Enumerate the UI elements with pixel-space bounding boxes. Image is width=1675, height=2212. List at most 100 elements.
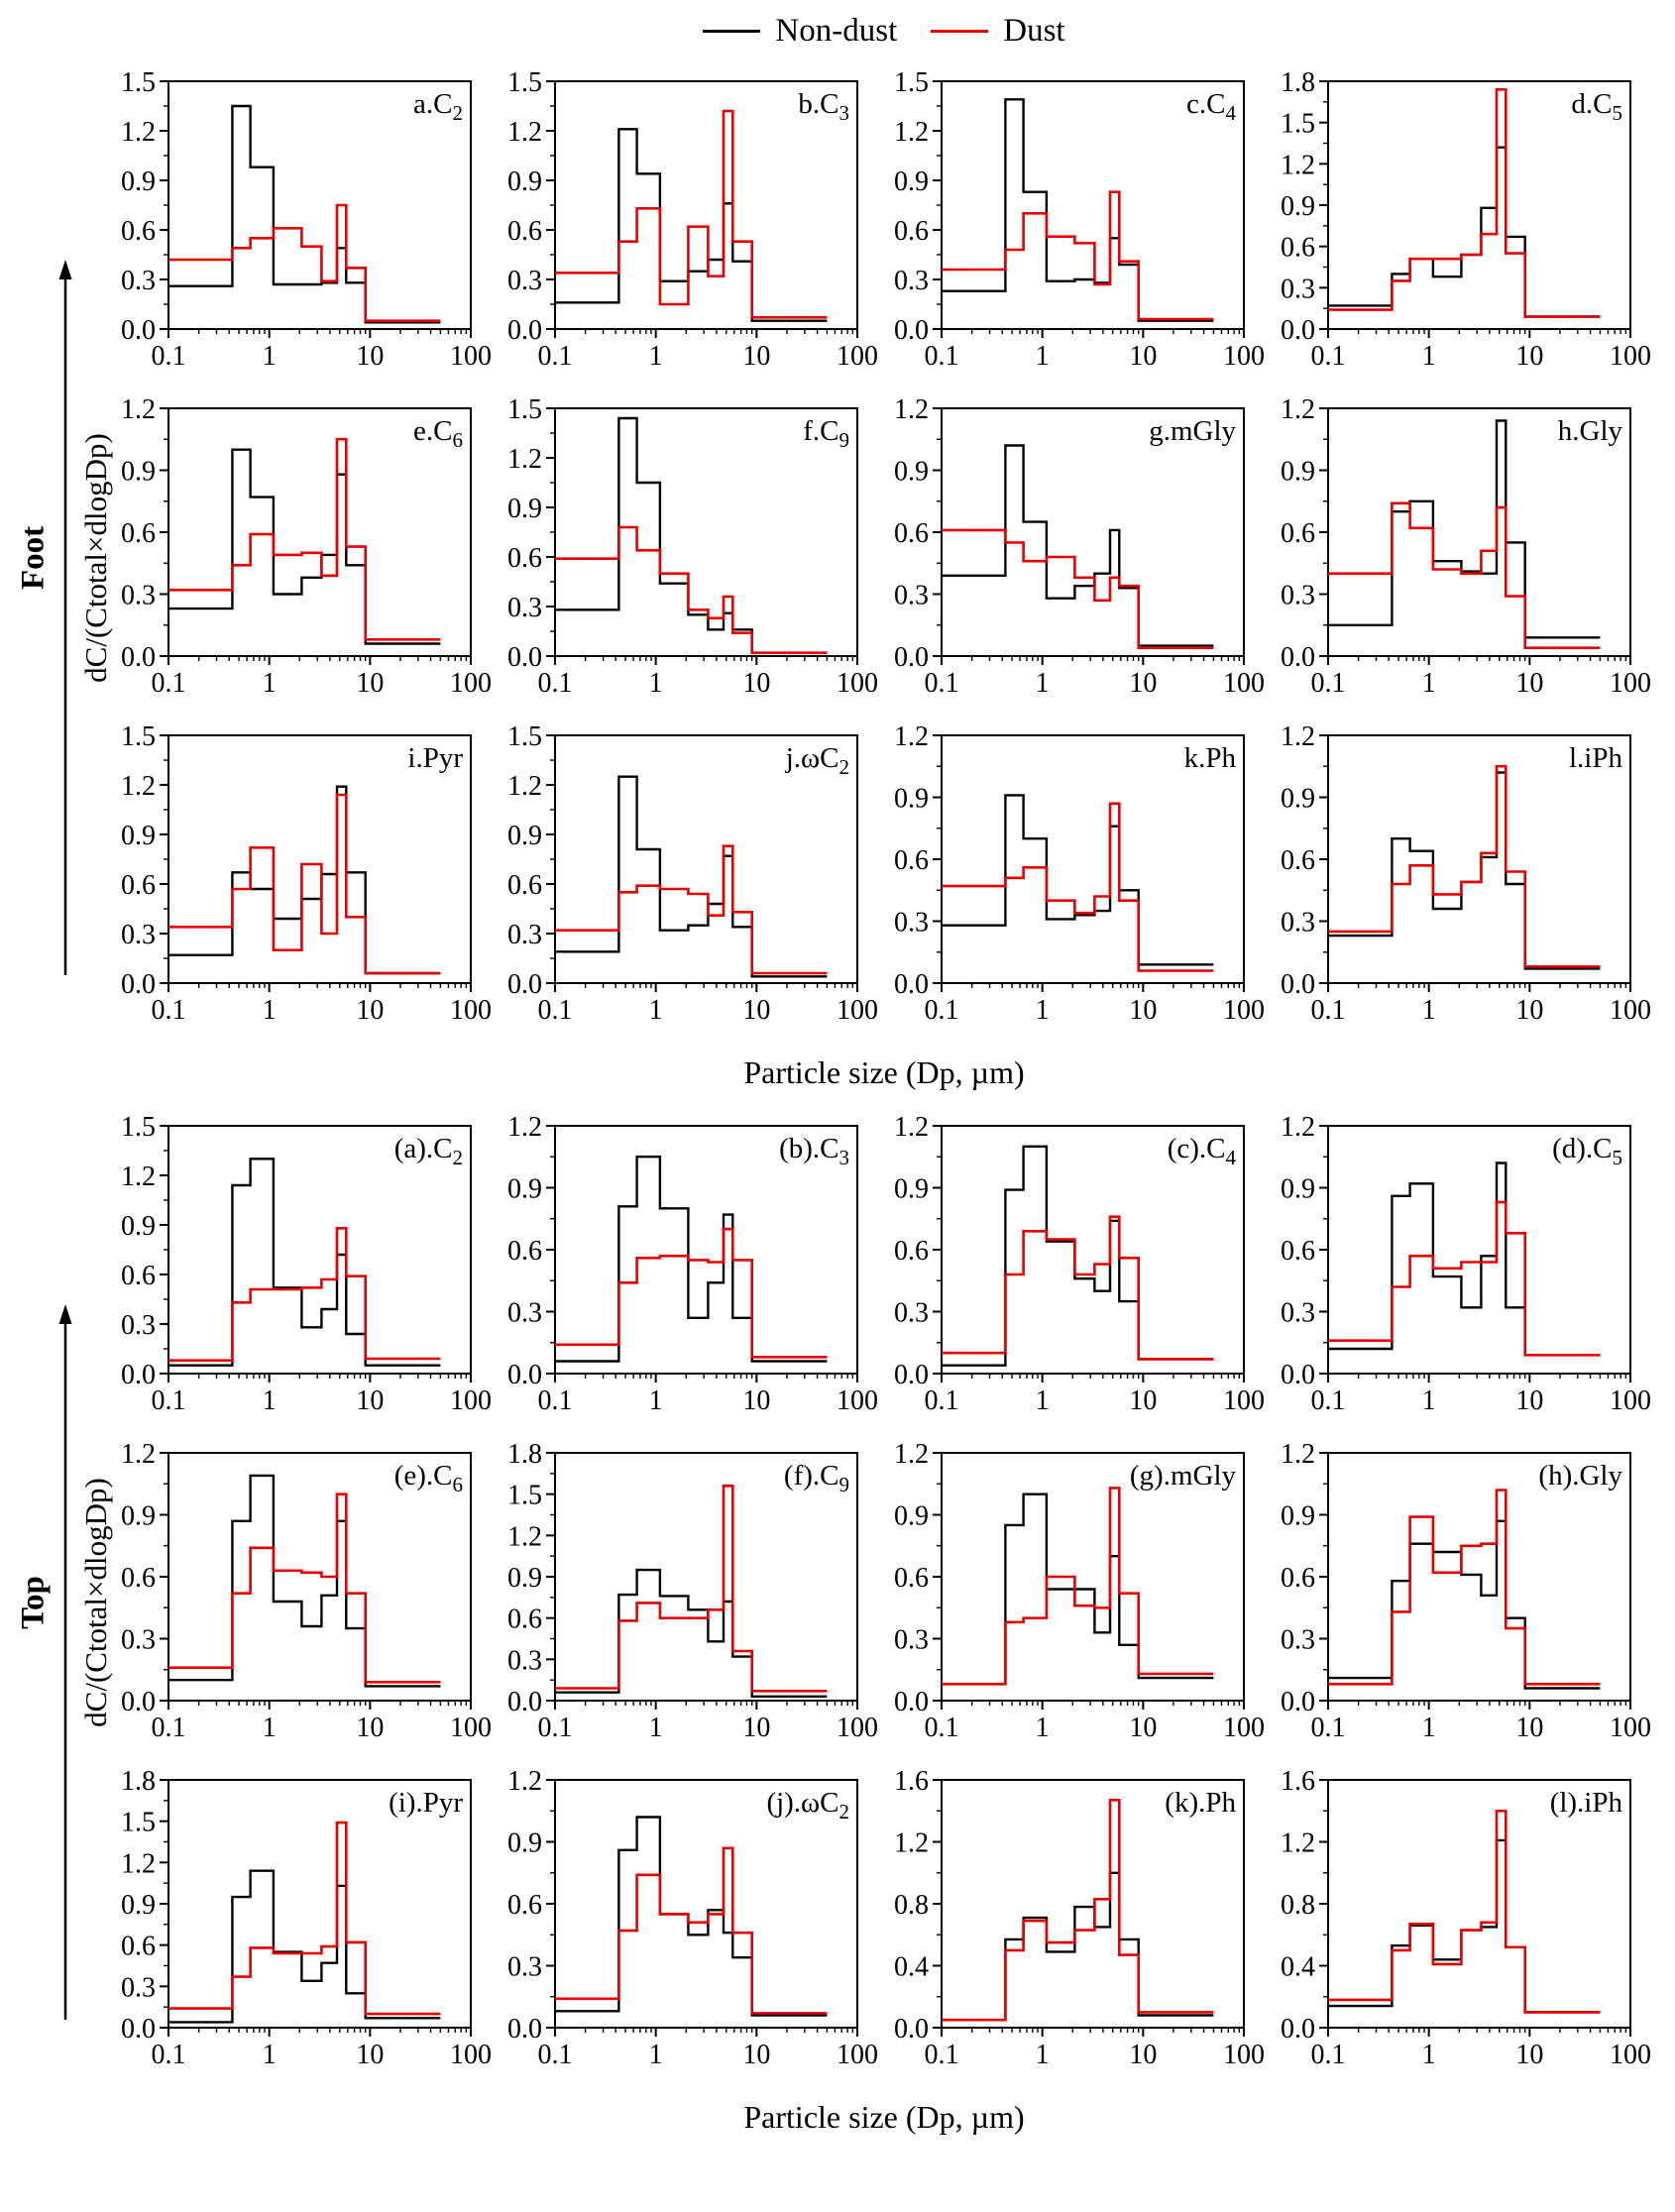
svg-text:0.1: 0.1 [925, 1713, 959, 1743]
panel-f-c: 0.1 1 10 100 0.0 0.3 0.6 0.9 1.2 1.5 1.8 (f).C9 [507, 1439, 878, 1743]
non-dust-line [1328, 771, 1601, 970]
dust-line [942, 1215, 1214, 1361]
dust-line [1328, 501, 1601, 649]
panel-title: (a).C2 [394, 1133, 463, 1169]
panel-title: k.Ph [1184, 742, 1237, 774]
y-axis: 0.0 0.3 0.6 0.9 1.2 [1281, 394, 1328, 673]
dust-line-swatch [931, 29, 989, 33]
svg-text:0.1: 0.1 [925, 1385, 959, 1416]
svg-text:0.9: 0.9 [507, 1828, 542, 1859]
svg-text:0.3: 0.3 [1281, 908, 1315, 939]
y-axis: 0.0 0.3 0.6 0.9 1.2 [507, 1112, 555, 1390]
svg-text:1: 1 [263, 1385, 277, 1416]
svg-text:0.0: 0.0 [507, 1360, 542, 1390]
svg-text:100: 100 [837, 2040, 878, 2070]
y-axis: 0.0 0.3 0.6 0.9 1.2 [894, 1112, 942, 1390]
dust-line [555, 1846, 828, 2015]
y-axis: 0.0 0.3 0.6 0.9 1.2 1.5 [507, 394, 555, 673]
panel-title: (b).C3 [779, 1133, 849, 1169]
svg-text:100: 100 [837, 995, 878, 1026]
svg-text:0.9: 0.9 [507, 494, 542, 524]
non-dust-line [168, 1474, 441, 1688]
svg-text:0.0: 0.0 [894, 969, 929, 1000]
non-dust-line-swatch [703, 29, 761, 33]
y-axis: 0.0 0.3 0.6 0.9 1.2 1.5 [121, 721, 168, 1000]
y-axis: 0.0 0.3 0.6 0.9 1.2 [1281, 1439, 1328, 1717]
panel-title: j.ωC2 [785, 742, 849, 779]
svg-text:0.0: 0.0 [1281, 642, 1315, 673]
svg-text:1.2: 1.2 [1281, 1439, 1315, 1470]
svg-text:0.0: 0.0 [1281, 2014, 1315, 2045]
svg-text:1: 1 [1036, 1385, 1050, 1416]
y-axis: 0.0 0.3 0.6 0.9 1.2 [121, 1439, 168, 1717]
svg-text:0.0: 0.0 [894, 315, 929, 346]
x-axis: 0.1 1 10 100 [925, 329, 1265, 372]
panel-title: c.C4 [1186, 88, 1236, 125]
panel-grid-foot: 0.1 1 10 100 0.0 0.3 0.6 0.9 1.2 1.5 a.C2 0.1 1 10 100… [111, 67, 1657, 1049]
svg-text:10: 10 [1515, 668, 1543, 699]
panel-k-ph: 0.1 1 10 100 0.0 0.4 0.8 1.2 1.6 (k).Ph [894, 1766, 1265, 2070]
dust-line [942, 528, 1214, 649]
svg-text:0.0: 0.0 [1281, 1360, 1315, 1390]
dust-line [942, 802, 1214, 972]
svg-text:1.2: 1.2 [894, 1828, 929, 1859]
panel-grid-top: 0.1 1 10 100 0.0 0.3 0.6 0.9 1.2 1.5 (a).C2 0.1 1 10 1… [111, 1112, 1657, 2093]
svg-text:0.9: 0.9 [507, 166, 542, 197]
dust-line [1328, 88, 1601, 318]
svg-text:0.0: 0.0 [894, 1687, 929, 1717]
svg-text:1: 1 [649, 1385, 663, 1416]
non-dust-line [555, 1568, 828, 1698]
dust-line [555, 1485, 828, 1693]
svg-text:1: 1 [649, 2040, 663, 2070]
non-dust-line [555, 1156, 828, 1363]
panel-g-mgly: 0.1 1 10 100 0.0 0.3 0.6 0.9 1.2 (g).mGly [894, 1439, 1265, 1743]
svg-text:0.1: 0.1 [538, 2040, 573, 2070]
group-label-foot: Foot [15, 525, 52, 591]
figure-page: { "legend": { "items": [ { "label": "Non… [0, 6, 1675, 2212]
x-axis: 0.1 1 10 100 [1311, 983, 1651, 1026]
svg-text:0.9: 0.9 [507, 1563, 542, 1594]
panel-d-c: 0.1 1 10 100 0.0 0.3 0.6 0.9 1.2 (d).C5 [1281, 1112, 1651, 1416]
svg-text:0.3: 0.3 [894, 1625, 929, 1656]
panel-title: (i).Pyr [389, 1787, 463, 1819]
dust-line [168, 437, 441, 641]
svg-text:0.3: 0.3 [507, 593, 542, 623]
y-axis: 0.0 0.3 0.6 0.9 1.2 [1281, 721, 1328, 1000]
svg-text:10: 10 [1129, 1713, 1157, 1743]
panel-title: g.mGly [1149, 415, 1236, 447]
svg-text:0.4: 0.4 [894, 1952, 929, 1983]
dust-line [942, 1487, 1214, 1686]
y-axis: 0.0 0.3 0.6 0.9 1.2 1.5 1.8 [1281, 67, 1328, 346]
svg-text:0.6: 0.6 [894, 1236, 929, 1267]
svg-text:1: 1 [263, 2040, 277, 2070]
svg-text:0.6: 0.6 [507, 1890, 542, 1921]
non-dust-line [1328, 1838, 1601, 2014]
svg-text:0.1: 0.1 [925, 668, 959, 699]
non-dust-line [168, 1158, 441, 1367]
non-dust-line [168, 104, 441, 324]
svg-text:0.9: 0.9 [1281, 784, 1315, 815]
svg-text:0.3: 0.3 [121, 1625, 156, 1656]
svg-text:0.1: 0.1 [538, 995, 573, 1026]
svg-text:1.2: 1.2 [1281, 721, 1315, 752]
x-axis: 0.1 1 10 100 [152, 983, 492, 1026]
svg-text:1: 1 [649, 668, 663, 699]
svg-text:10: 10 [356, 995, 384, 1026]
svg-text:100: 100 [450, 2040, 492, 2070]
svg-text:1: 1 [1422, 668, 1436, 699]
svg-text:0.3: 0.3 [507, 1298, 542, 1329]
svg-text:1.2: 1.2 [894, 117, 929, 148]
panel-title: (e).C6 [394, 1460, 463, 1496]
svg-text:100: 100 [450, 668, 492, 699]
y-axis: 0.0 0.3 0.6 0.9 1.2 1.5 1.8 [507, 1439, 555, 1717]
non-dust-line [942, 794, 1214, 966]
non-dust-line [942, 1145, 1214, 1367]
x-axis: 0.1 1 10 100 [538, 329, 878, 372]
panel-e-c: 0.1 1 10 100 0.0 0.3 0.6 0.9 1.2 e.C6 [121, 394, 492, 699]
panel-i-pyr: 0.1 1 10 100 0.0 0.3 0.6 0.9 1.2 1.5 i.Pyr [121, 721, 492, 1026]
x-axis: 0.1 1 10 100 [538, 1374, 878, 1416]
svg-text:1.2: 1.2 [121, 1848, 156, 1879]
svg-text:0.9: 0.9 [507, 1174, 542, 1205]
svg-text:10: 10 [742, 2040, 770, 2070]
x-axis: 0.1 1 10 100 [925, 983, 1265, 1026]
